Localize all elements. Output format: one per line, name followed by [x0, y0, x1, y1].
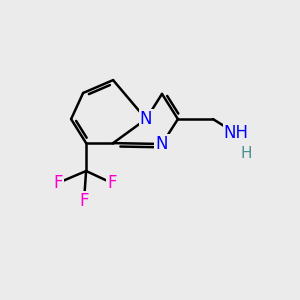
Text: NH: NH	[224, 124, 249, 142]
Text: F: F	[53, 174, 63, 192]
Text: F: F	[79, 192, 89, 210]
Text: N: N	[156, 135, 168, 153]
Text: N: N	[140, 110, 152, 128]
Text: F: F	[107, 174, 117, 192]
Text: H: H	[240, 146, 252, 160]
